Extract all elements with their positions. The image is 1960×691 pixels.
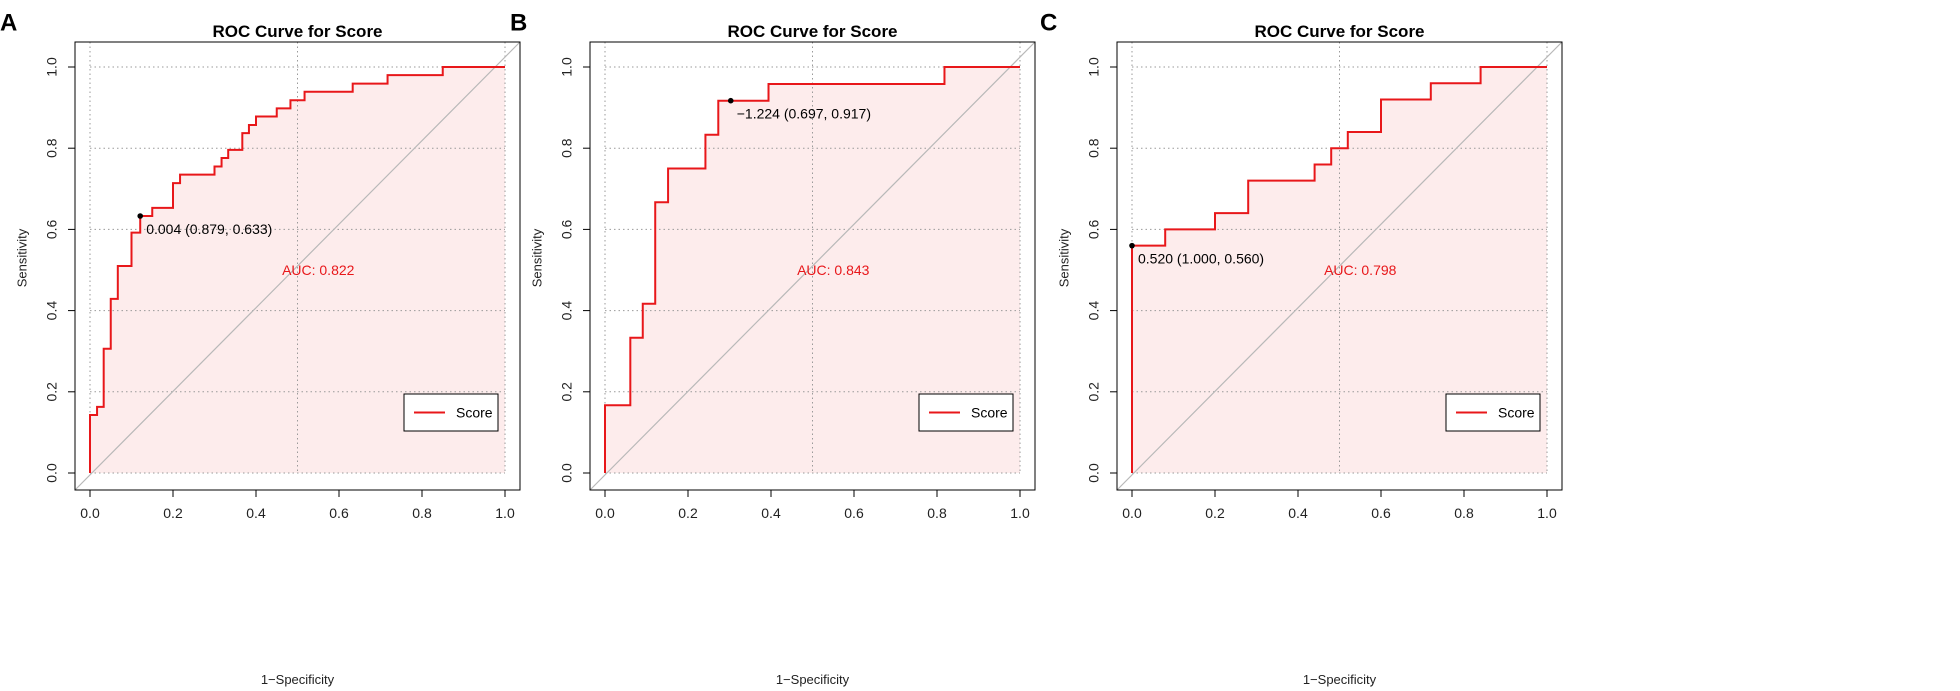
y-tick-label: 0.2	[1086, 382, 1102, 402]
auc-label: AUC: 0.843	[797, 262, 870, 278]
y-tick-label: 0.8	[559, 138, 575, 158]
y-tick-label: 0.4	[44, 301, 60, 321]
y-tick-label: 0.6	[44, 219, 60, 239]
x-tick-label: 1.0	[1537, 505, 1557, 521]
roc-panel-a: A ROC Curve for Score 0.004 (0.879, 0.633)…	[0, 9, 521, 687]
legend: Score	[1445, 393, 1541, 432]
plot-frame	[589, 41, 1036, 491]
diagonal-reference-line	[589, 41, 1036, 491]
chart-title: ROC Curve for Score	[727, 22, 897, 41]
legend: Score	[403, 393, 499, 432]
auc-label: AUC: 0.822	[282, 262, 355, 278]
y-tick-label: 0.0	[559, 463, 575, 483]
auc-area	[605, 67, 1020, 473]
y-axis-label: Sensitivity	[1056, 228, 1071, 287]
y-tick-label: 0.2	[559, 382, 575, 402]
x-tick-label: 0.6	[329, 505, 349, 521]
y-axis: 0.0 0.2 0.4 0.6 0.8 1.0	[1086, 57, 1117, 483]
threshold-label: −1.224 (0.697, 0.917)	[737, 106, 871, 122]
y-tick-label: 1.0	[1086, 57, 1102, 77]
threshold-point	[137, 213, 144, 219]
x-tick-label: 1.0	[1010, 505, 1030, 521]
roc-curve-line	[604, 66, 1020, 473]
x-tick-label: 0.8	[1454, 505, 1474, 521]
y-axis-label: Sensitivity	[529, 228, 544, 287]
y-axis: 0.0 0.2 0.4 0.6 0.8 1.0	[44, 57, 75, 483]
y-tick-label: 0.0	[1086, 463, 1102, 483]
x-tick-label: 0.6	[1371, 505, 1391, 521]
diagonal-reference-line	[1116, 41, 1563, 491]
legend-box	[403, 393, 499, 432]
y-tick-label: 0.8	[44, 138, 60, 158]
threshold-point	[727, 97, 734, 104]
legend-label: Score	[456, 405, 493, 421]
x-tick-label: 0.0	[595, 505, 615, 521]
x-tick-label: 0.4	[1288, 505, 1308, 521]
auc-area	[1132, 67, 1547, 473]
y-tick-label: 0.0	[44, 463, 60, 483]
x-tick-label: 0.2	[163, 505, 183, 521]
panel-label: C	[1040, 9, 1057, 36]
auc-label: AUC: 0.798	[1324, 262, 1397, 278]
y-tick-label: 0.8	[1086, 138, 1102, 158]
x-axis: 0.0 0.2 0.4 0.6 0.8 1.0	[80, 490, 515, 521]
chart-title: ROC Curve for Score	[212, 22, 382, 41]
x-tick-label: 0.0	[1122, 505, 1142, 521]
legend-box	[1445, 393, 1541, 432]
y-tick-label: 0.6	[1086, 219, 1102, 239]
x-axis-label: 1−Specificity	[261, 672, 335, 687]
legend-label: Score	[971, 405, 1008, 421]
y-tick-label: 1.0	[44, 57, 60, 77]
threshold-label: 0.004 (0.879, 0.633)	[146, 221, 272, 237]
y-tick-label: 0.4	[559, 301, 575, 321]
panel-label: A	[0, 9, 17, 36]
chart-title: ROC Curve for Score	[1254, 22, 1424, 41]
y-tick-label: 0.6	[559, 219, 575, 239]
y-axis: 0.0 0.2 0.4 0.6 0.8 1.0	[559, 57, 590, 483]
y-axis-label: Sensitivity	[14, 228, 29, 287]
threshold-label: 0.520 (1.000, 0.560)	[1138, 251, 1264, 267]
auc-area	[90, 67, 505, 473]
plot-frame	[74, 41, 521, 491]
x-axis: 0.0 0.2 0.4 0.6 0.8 1.0	[1122, 490, 1557, 521]
gridlines	[89, 42, 506, 474]
roc-curve-line	[89, 66, 505, 473]
x-tick-label: 0.4	[761, 505, 781, 521]
threshold-point	[1129, 242, 1135, 249]
legend-label: Score	[1498, 405, 1535, 421]
diagonal-reference-line	[74, 41, 521, 491]
x-axis-label: 1−Specificity	[776, 672, 850, 687]
legend: Score	[918, 393, 1014, 432]
x-axis: 0.0 0.2 0.4 0.6 0.8 1.0	[595, 490, 1030, 521]
gridlines	[604, 42, 1021, 474]
panel-label: B	[510, 9, 527, 36]
y-tick-label: 0.4	[1086, 301, 1102, 321]
roc-panel-c: C ROC Curve for Score 0.520 (1.000, 0.560)…	[1040, 9, 1563, 687]
x-tick-label: 0.0	[80, 505, 100, 521]
x-tick-label: 0.6	[844, 505, 864, 521]
x-tick-label: 1.0	[495, 505, 515, 521]
x-tick-label: 0.8	[412, 505, 432, 521]
roc-curve-line	[1131, 66, 1547, 473]
plot-frame	[1116, 41, 1563, 491]
roc-panel-b: B ROC Curve for Score −1.224 (0.697, 0.917…	[510, 9, 1036, 687]
x-tick-label: 0.8	[927, 505, 947, 521]
x-tick-label: 0.2	[1205, 505, 1225, 521]
x-tick-label: 0.2	[678, 505, 698, 521]
x-axis-label: 1−Specificity	[1303, 672, 1377, 687]
y-tick-label: 1.0	[559, 57, 575, 77]
x-tick-label: 0.4	[246, 505, 266, 521]
y-tick-label: 0.2	[44, 382, 60, 402]
